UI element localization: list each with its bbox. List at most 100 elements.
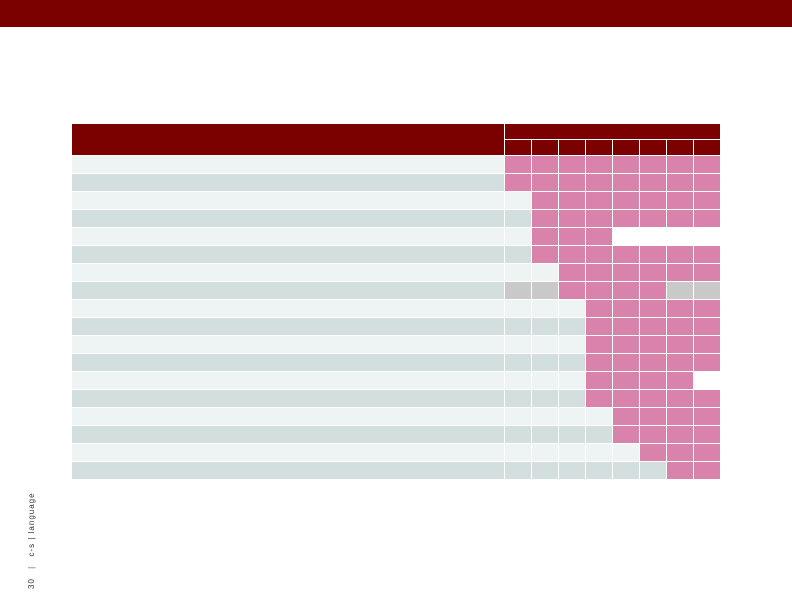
table-row xyxy=(72,155,720,173)
matrix-cell xyxy=(558,227,585,245)
matrix-cell xyxy=(666,173,693,191)
matrix-cell xyxy=(558,281,585,299)
matrix-cell xyxy=(558,173,585,191)
matrix-cell xyxy=(639,335,666,353)
row-label xyxy=(72,407,504,425)
matrix-cell xyxy=(612,155,639,173)
matrix-cell xyxy=(585,353,612,371)
matrix-cell xyxy=(612,245,639,263)
matrix-cell xyxy=(558,335,585,353)
matrix-cell xyxy=(531,191,558,209)
matrix-cell xyxy=(639,191,666,209)
matrix-cell xyxy=(666,461,693,479)
matrix-cell xyxy=(585,461,612,479)
matrix-cell xyxy=(504,335,531,353)
matrix-cell xyxy=(585,407,612,425)
matrix-cell xyxy=(585,299,612,317)
row-label xyxy=(72,389,504,407)
row-label xyxy=(72,317,504,335)
matrix-cell xyxy=(504,209,531,227)
matrix-cell xyxy=(504,155,531,173)
row-label xyxy=(72,443,504,461)
matrix-cell xyxy=(612,443,639,461)
matrix-cell xyxy=(558,155,585,173)
row-label xyxy=(72,191,504,209)
matrix-cell xyxy=(612,191,639,209)
matrix-cell xyxy=(693,443,720,461)
matrix-cell xyxy=(504,263,531,281)
matrix-body xyxy=(72,155,720,479)
matrix-cell xyxy=(666,371,693,389)
matrix-cell xyxy=(558,245,585,263)
matrix-cell xyxy=(693,263,720,281)
table-row xyxy=(72,173,720,191)
matrix-cell xyxy=(585,317,612,335)
matrix-cell xyxy=(693,209,720,227)
column-header xyxy=(558,140,585,155)
matrix-cell xyxy=(531,425,558,443)
matrix-cell xyxy=(693,317,720,335)
matrix-cell xyxy=(504,173,531,191)
matrix-cell xyxy=(693,353,720,371)
matrix-cell xyxy=(612,299,639,317)
matrix-cell xyxy=(585,335,612,353)
matrix-cell xyxy=(504,227,531,245)
row-label-header xyxy=(72,124,504,155)
matrix-cell xyxy=(504,371,531,389)
matrix-cell xyxy=(693,389,720,407)
row-label xyxy=(72,173,504,191)
table-row xyxy=(72,191,720,209)
matrix-cell xyxy=(693,299,720,317)
row-label xyxy=(72,281,504,299)
matrix-cell xyxy=(693,227,720,245)
matrix-cell xyxy=(639,173,666,191)
matrix-cell xyxy=(612,371,639,389)
row-label xyxy=(72,245,504,263)
matrix-cell xyxy=(666,191,693,209)
matrix-cell xyxy=(639,407,666,425)
matrix-cell xyxy=(612,407,639,425)
matrix-cell xyxy=(693,371,720,389)
matrix-cell xyxy=(504,353,531,371)
matrix-cell xyxy=(639,353,666,371)
matrix-cell xyxy=(558,209,585,227)
matrix-cell xyxy=(585,263,612,281)
matrix-cell xyxy=(585,191,612,209)
matrix-cell xyxy=(612,353,639,371)
matrix-cell xyxy=(666,317,693,335)
table-row xyxy=(72,335,720,353)
table-row xyxy=(72,353,720,371)
matrix-cell xyxy=(666,227,693,245)
matrix-cell xyxy=(612,389,639,407)
matrix-cell xyxy=(585,227,612,245)
matrix-cell xyxy=(504,443,531,461)
matrix-cell xyxy=(693,173,720,191)
footer-title: c-s | language xyxy=(27,492,36,557)
matrix-cell xyxy=(639,317,666,335)
matrix-cell xyxy=(612,209,639,227)
matrix-cell xyxy=(558,461,585,479)
matrix-cell xyxy=(666,155,693,173)
table-row xyxy=(72,263,720,281)
matrix-cell xyxy=(639,245,666,263)
matrix-cell xyxy=(585,173,612,191)
matrix-cell xyxy=(558,299,585,317)
matrix-cell xyxy=(531,245,558,263)
matrix-cell xyxy=(612,461,639,479)
matrix-cell xyxy=(666,443,693,461)
row-label xyxy=(72,227,504,245)
column-header xyxy=(612,140,639,155)
matrix-cell xyxy=(531,317,558,335)
matrix-cell xyxy=(558,317,585,335)
column-header xyxy=(666,140,693,155)
matrix-cell xyxy=(666,407,693,425)
matrix-cell xyxy=(666,389,693,407)
matrix-cell xyxy=(666,263,693,281)
matrix-cell xyxy=(693,335,720,353)
column-header xyxy=(531,140,558,155)
side-footer: 30 | c-s | language xyxy=(27,492,36,589)
matrix-cell xyxy=(585,245,612,263)
matrix-cell xyxy=(558,263,585,281)
matrix-cell xyxy=(612,227,639,245)
matrix-cell xyxy=(693,245,720,263)
